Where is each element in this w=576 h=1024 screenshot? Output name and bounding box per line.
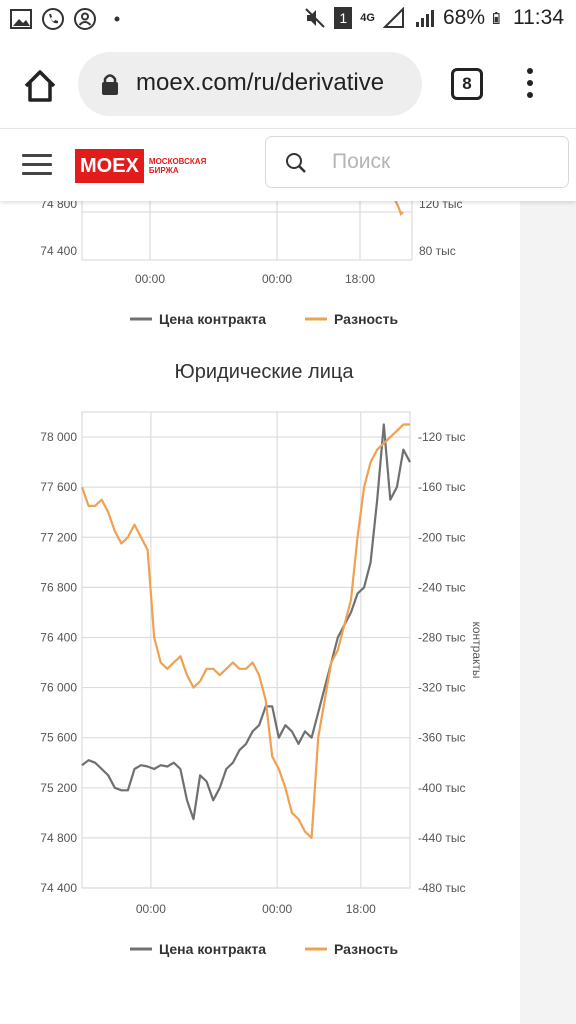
browser-toolbar: moex.com/ru/derivative 8 <box>0 40 576 128</box>
site-header: MOEX МОСКОВСКАЯ БИРЖА Поиск <box>0 128 576 201</box>
chart-2-y-right-tick: -320 тыс <box>418 681 465 695</box>
chart-2-y-left-tick: 77 600 <box>40 480 77 494</box>
chart-2-y-right-label: контракты <box>470 621 484 678</box>
chart-2-y-left-tick: 76 000 <box>40 681 77 695</box>
lock-icon <box>102 74 118 95</box>
hamburger-menu-icon[interactable] <box>22 154 52 176</box>
chart-2-y-right-tick: -160 тыс <box>418 480 465 494</box>
chart-2-y-left-tick: 75 200 <box>40 781 77 795</box>
chart-1-y-left-tick: 74 800 <box>40 200 77 211</box>
chart-2-y-right-tick: -360 тыс <box>418 731 465 745</box>
status-bar: 1 4G 68% 11:34 <box>0 0 576 40</box>
tab-switcher-button[interactable]: 8 <box>451 68 483 100</box>
chart-1-legend[interactable]: Цена контракта Разность <box>130 311 399 327</box>
chart-2-title: Юридические лица <box>175 361 355 383</box>
logo-mark: MOEX <box>75 149 144 183</box>
battery-percent: 68% <box>442 6 485 29</box>
chart-1-x-tick: 18:00 <box>345 272 375 286</box>
chart-1-legend-diff: Разность <box>334 311 399 327</box>
home-icon[interactable] <box>20 66 60 106</box>
battery-icon <box>493 12 500 24</box>
moex-logo[interactable]: MOEX МОСКОВСКАЯ БИРЖА <box>75 148 209 184</box>
chart-2-y-right-tick: -240 тыс <box>418 580 465 594</box>
chart-1-grid <box>81 200 413 261</box>
chart-1-y-right-tick: 80 тыс <box>419 244 456 258</box>
chart-2-y-right-tick: -400 тыс <box>418 781 465 795</box>
dot-icon <box>114 16 120 22</box>
mute-icon <box>305 8 325 28</box>
chart-2-y-right-tick: -440 тыс <box>418 831 465 845</box>
chart-2-x-tick: 00:00 <box>136 902 166 916</box>
chart-2-diff-line <box>80 423 410 840</box>
chart-2-y-left-axis: 78 000 77 600 77 200 76 800 76 400 76 000 75 6… <box>40 430 77 895</box>
chart-2-legend-diff: Разность <box>334 941 399 957</box>
chart-2-y-left-tick: 76 800 <box>40 580 77 594</box>
chart-2-y-left-tick: 77 200 <box>40 530 77 544</box>
chart-2-y-right-tick: -280 тыс <box>418 630 465 644</box>
chart-2-y-left-tick: 76 400 <box>40 630 77 644</box>
chart-2-price-line <box>81 423 411 821</box>
charts-area: 74 800 74 400 120 тыс 80 тыс 00:00 00:00… <box>40 200 484 957</box>
chart-1: 74 800 74 400 120 тыс 80 тыс 00:00 00:00… <box>40 200 462 327</box>
url-text: moex.com/ru/derivative <box>136 69 385 96</box>
chart-2-grid <box>81 411 411 889</box>
chart-2-x-tick: 18:00 <box>346 902 376 916</box>
chart-2-series <box>80 423 411 840</box>
chart-2: Юридические лица 78 000 77 600 77 200 76 80… <box>40 361 484 957</box>
chart-2-y-right-tick: -200 тыс <box>418 530 465 544</box>
status-system: 1 4G 68% 11:34 <box>304 6 564 30</box>
chart-1-x-tick: 00:00 <box>135 272 165 286</box>
chart-2-y-right-axis: -120 тыс -160 тыс -200 тыс -240 тыс -280 тыс… <box>418 430 465 895</box>
sim-badge: 1 <box>334 7 353 29</box>
gallery-icon <box>10 9 32 29</box>
search-input[interactable]: Поиск <box>265 136 569 188</box>
chart-1-y-right-tick: 120 тыс <box>419 200 462 211</box>
chart-1-diff-line <box>394 200 404 216</box>
logo-subtitle: МОСКОВСКАЯ БИРЖА <box>148 157 207 175</box>
phone-icon <box>42 8 64 30</box>
clock: 11:34 <box>513 6 564 29</box>
chart-2-y-right-tick: -120 тыс <box>418 430 465 444</box>
chart-2-x-tick: 00:00 <box>262 902 292 916</box>
network-label: 4G <box>360 12 375 24</box>
chart-2-y-left-tick: 74 800 <box>40 831 77 845</box>
browser-menu-icon[interactable] <box>522 68 538 102</box>
account-icon <box>74 8 96 30</box>
search-placeholder: Поиск <box>332 150 391 173</box>
chart-1-y-left-tick: 74 400 <box>40 244 77 258</box>
signal-icon <box>382 7 404 28</box>
status-notifications <box>10 8 128 30</box>
page-side-gutter <box>520 200 576 1024</box>
page-content: 74 800 74 400 120 тыс 80 тыс 00:00 00:00… <box>0 200 576 1024</box>
chart-1-legend-price: Цена контракта <box>159 311 266 327</box>
chart-2-legend[interactable]: Цена контракта Разность <box>130 941 399 957</box>
chart-2-y-left-tick: 78 000 <box>40 430 77 444</box>
chart-2-y-right-tick: -480 тыс <box>418 881 465 895</box>
chart-2-y-left-tick: 74 400 <box>40 881 77 895</box>
chart-1-x-tick: 00:00 <box>262 272 292 286</box>
chart-2-y-left-tick: 75 600 <box>40 731 77 745</box>
search-icon <box>286 153 306 173</box>
signal-bars-icon <box>415 10 434 27</box>
address-bar[interactable]: moex.com/ru/derivative <box>78 52 422 116</box>
chart-2-legend-price: Цена контракта <box>159 941 266 957</box>
chart-2-x-axis: 00:00 00:00 18:00 <box>136 902 376 916</box>
